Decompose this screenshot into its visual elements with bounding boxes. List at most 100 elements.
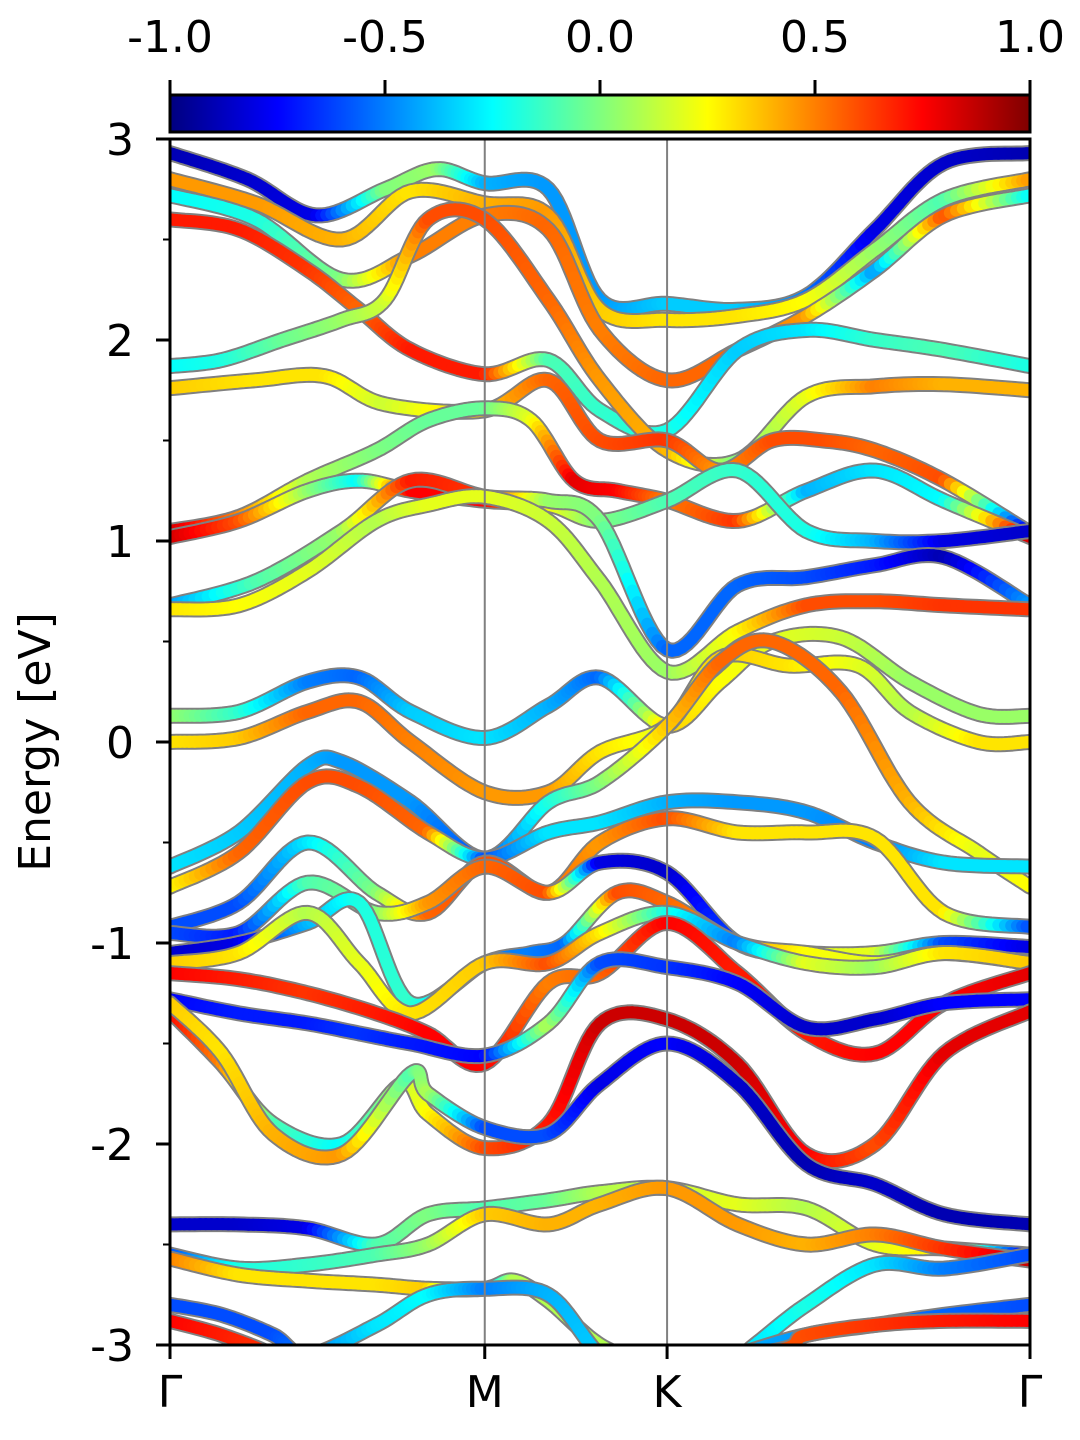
band-segment (620, 1373, 623, 1376)
band-segment (312, 1353, 316, 1354)
band-segment (711, 1381, 715, 1383)
band-segment (720, 1359, 726, 1362)
bands (170, 145, 1030, 1386)
band-segment (692, 1357, 717, 1359)
band-segment (749, 1343, 757, 1345)
colorbar-tick-label: -1.0 (127, 12, 213, 63)
band-segment (327, 1374, 351, 1375)
band-segment (380, 1372, 412, 1373)
band-segment (725, 1369, 729, 1372)
band-segment (630, 1360, 663, 1362)
band-segment (610, 1344, 612, 1345)
band-segment (270, 1354, 273, 1355)
band-segment (267, 1371, 270, 1372)
band-segment (745, 1342, 757, 1345)
band-segment (322, 1342, 336, 1345)
band-segment (774, 1343, 789, 1345)
colorbar-tick-label: 1.0 (995, 12, 1065, 63)
band-2 (170, 171, 1030, 329)
band-segment (637, 1360, 641, 1361)
band-segment (266, 1368, 267, 1370)
band-segment (681, 1381, 685, 1383)
band-segment (736, 1358, 740, 1362)
band-segment (298, 1354, 301, 1355)
band-segment (687, 1373, 694, 1376)
band-segment (630, 1358, 634, 1359)
band-segment (273, 1360, 275, 1362)
band-segment (738, 1354, 754, 1355)
band-segment (618, 1354, 622, 1355)
band-segment (707, 1383, 711, 1385)
band-segment (321, 1344, 329, 1345)
colorbar-tick-label: 0.0 (565, 12, 635, 63)
band-segment (558, 1364, 595, 1366)
band-segment (294, 1352, 296, 1353)
band-segment (275, 1358, 276, 1360)
band-segment (694, 1370, 701, 1373)
band-segment (729, 1365, 733, 1369)
band-segment (641, 1361, 645, 1362)
band-segment (614, 1368, 617, 1371)
band-segment (271, 1362, 273, 1364)
band-20 (170, 951, 1030, 1065)
band-segment (316, 1352, 321, 1354)
band-segment (689, 1384, 693, 1385)
band-segment (267, 1352, 270, 1354)
band-segment (707, 1365, 714, 1368)
colorbar-gradient (168, 93, 1032, 134)
band-segment (267, 1366, 269, 1368)
band-segment (700, 1368, 707, 1371)
band-segment (607, 1362, 610, 1365)
band-18 (170, 904, 1030, 1022)
band-segment (714, 1378, 718, 1381)
band-segment (308, 1354, 312, 1355)
band-segment (753, 1340, 770, 1345)
band-segment (703, 1384, 707, 1385)
colorbar-tick-label: -0.5 (342, 12, 428, 63)
band-segment (718, 1375, 722, 1378)
band-segment (648, 1364, 652, 1365)
band-segment (633, 1359, 637, 1360)
band-segment (598, 1341, 612, 1345)
band-segment (685, 1383, 689, 1384)
band-4 (170, 211, 1030, 442)
band-segment (627, 1378, 631, 1380)
band-segment (274, 1374, 282, 1375)
band-segment (638, 1383, 642, 1384)
band-segment (744, 1351, 748, 1354)
band-segment (351, 1374, 380, 1375)
band-segment (604, 1358, 608, 1361)
band-segment (296, 1353, 299, 1354)
band-segment (261, 1344, 266, 1345)
band-segment (713, 1362, 719, 1365)
band-segment (269, 1372, 274, 1373)
band-13 (170, 632, 1030, 895)
band-outline (170, 1312, 1030, 1345)
band-segment (779, 1341, 795, 1345)
band-segment (284, 1342, 295, 1345)
colorbar: -1.0 -0.5 0.0 0.5 1.0 (127, 12, 1065, 134)
band-segment (634, 1382, 638, 1383)
band-segment (750, 1342, 764, 1345)
band-segment (773, 1344, 779, 1345)
band-segment (587, 1341, 599, 1345)
band-segment (622, 1355, 626, 1356)
band-9 (170, 471, 1030, 659)
band-segment (644, 1362, 648, 1363)
band-segment (412, 1371, 447, 1372)
band-27 (170, 1312, 1030, 1375)
band-10 (170, 488, 1030, 681)
band-segment (726, 1357, 732, 1359)
band-6 (170, 366, 1030, 541)
band-segment (626, 1357, 630, 1358)
band-segment (610, 1365, 613, 1368)
band-segment (692, 1385, 696, 1386)
colorbar-tick-label: 0.5 (780, 12, 850, 63)
band-segment (738, 1353, 743, 1355)
band-segment (282, 1374, 293, 1375)
band-segment (255, 1343, 266, 1345)
band-segment (743, 1352, 748, 1354)
band-segment (603, 1343, 613, 1345)
band-segment (615, 1353, 619, 1355)
